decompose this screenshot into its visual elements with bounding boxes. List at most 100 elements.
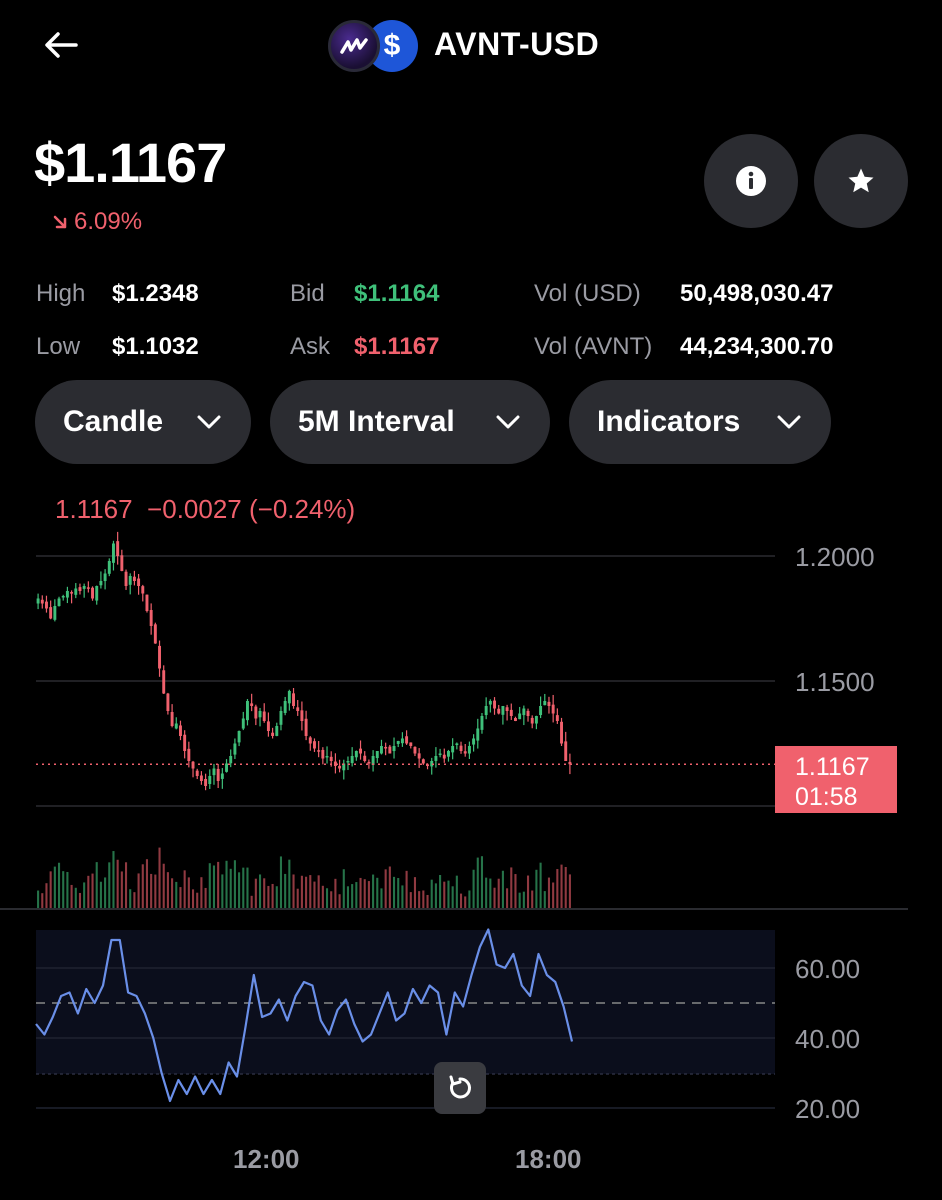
candle-body (170, 712, 174, 726)
ask-label: Ask (290, 333, 331, 360)
candle-body (86, 587, 90, 589)
stat-low: Low (36, 333, 80, 361)
volume-bar (37, 890, 40, 908)
candle-body (555, 715, 559, 721)
candle-body (95, 586, 99, 601)
reset-zoom-button[interactable] (434, 1062, 486, 1114)
candle-body (179, 725, 182, 736)
stat-bid-value-wrap: $1.1164 (354, 280, 439, 308)
candle-body (271, 732, 275, 736)
candle-body (45, 601, 48, 609)
volume-bar (267, 885, 270, 908)
candle-body (82, 586, 86, 589)
candle-body (250, 703, 254, 706)
candle-body (501, 706, 505, 715)
volume-bar (405, 870, 408, 908)
candle-body (275, 726, 279, 736)
volume-bar (547, 877, 551, 908)
volume-bar (539, 862, 542, 908)
candle-body (493, 700, 496, 709)
volume-bar (556, 869, 559, 908)
interval-dropdown[interactable]: 5M Interval (270, 380, 550, 464)
volume-bar (330, 891, 333, 908)
volume-bar (418, 891, 421, 908)
candle-body (367, 761, 371, 764)
volume-bar (137, 873, 140, 908)
volume-bar (166, 872, 169, 908)
price-chart[interactable] (0, 480, 942, 1200)
volume-bar (74, 887, 77, 908)
volume-bar (346, 886, 350, 908)
candle-body (237, 731, 241, 743)
candle-body (426, 764, 429, 766)
chart-type-label: Candle (63, 405, 164, 438)
volume-bar (158, 847, 161, 908)
volume-bar (41, 893, 44, 908)
volume-bar (78, 892, 82, 908)
stat-ask-value-wrap: $1.1167 (354, 333, 439, 361)
candle-body (283, 701, 287, 713)
volume-bar (472, 869, 475, 908)
candle-body (451, 746, 455, 753)
stat-bid: Bid (290, 280, 325, 308)
candle-body (212, 768, 216, 776)
volume-bar (518, 892, 521, 908)
candle-body (262, 711, 266, 721)
candle-body (392, 746, 396, 752)
chart-legend: 1.1167 −0.0027 (−0.24%) (55, 494, 355, 525)
indicators-dropdown[interactable]: Indicators (569, 380, 831, 464)
volume-bar (284, 873, 287, 908)
volume-bar (258, 874, 262, 908)
candle-body (484, 706, 488, 716)
volume-bar (162, 863, 165, 908)
volume-bar (480, 856, 484, 908)
candle-body (400, 738, 404, 744)
candle-body (413, 746, 417, 754)
volume-bar (70, 884, 73, 908)
candle-body (112, 543, 115, 563)
ask-value: $1.1167 (354, 333, 440, 360)
volume-bar (145, 859, 149, 908)
info-button[interactable] (704, 134, 798, 228)
current-price-tag: 1.1167 01:58 (775, 746, 897, 813)
chevron-down-icon (777, 415, 801, 429)
candle-body (338, 765, 342, 769)
candle-body (405, 736, 409, 744)
volume-bar (208, 863, 211, 908)
volume-bar (401, 885, 404, 908)
candle-body (308, 737, 312, 744)
volume-bar (87, 875, 90, 908)
candle-body (359, 748, 362, 754)
stat-high: High (36, 280, 85, 308)
favorite-button[interactable] (814, 134, 908, 228)
rsi-axis-label: 40.00 (795, 1024, 861, 1054)
volume-bar (455, 875, 458, 908)
candle-body (128, 576, 132, 585)
candle-body (317, 750, 321, 752)
candle-body (329, 756, 333, 761)
chart-type-dropdown[interactable]: Candle (35, 380, 251, 464)
volume-bar (57, 862, 61, 908)
volume-bar (187, 877, 190, 908)
volume-bar (292, 874, 295, 908)
low-value: $1.1032 (112, 333, 199, 360)
candle-body (191, 761, 195, 769)
rsi-axis-label: 60.00 (795, 954, 861, 984)
arrow-down-right-icon (53, 215, 67, 229)
volume-bar (305, 876, 308, 908)
back-button[interactable] (36, 22, 86, 68)
volume-bar (325, 888, 329, 908)
volume-bar (120, 871, 123, 908)
volume-bar (49, 871, 52, 908)
candle-body (514, 718, 517, 721)
candle-body (258, 711, 262, 718)
rsi-axis-label: 20.00 (795, 1094, 861, 1124)
candle-body (183, 734, 187, 751)
candle-body (417, 753, 421, 759)
candle-body (384, 746, 388, 749)
volume-bar (99, 881, 102, 908)
volume-bar (296, 888, 299, 908)
volume-bar (451, 886, 454, 908)
volume-bar (342, 869, 345, 908)
interval-label: 5M Interval (298, 405, 455, 438)
